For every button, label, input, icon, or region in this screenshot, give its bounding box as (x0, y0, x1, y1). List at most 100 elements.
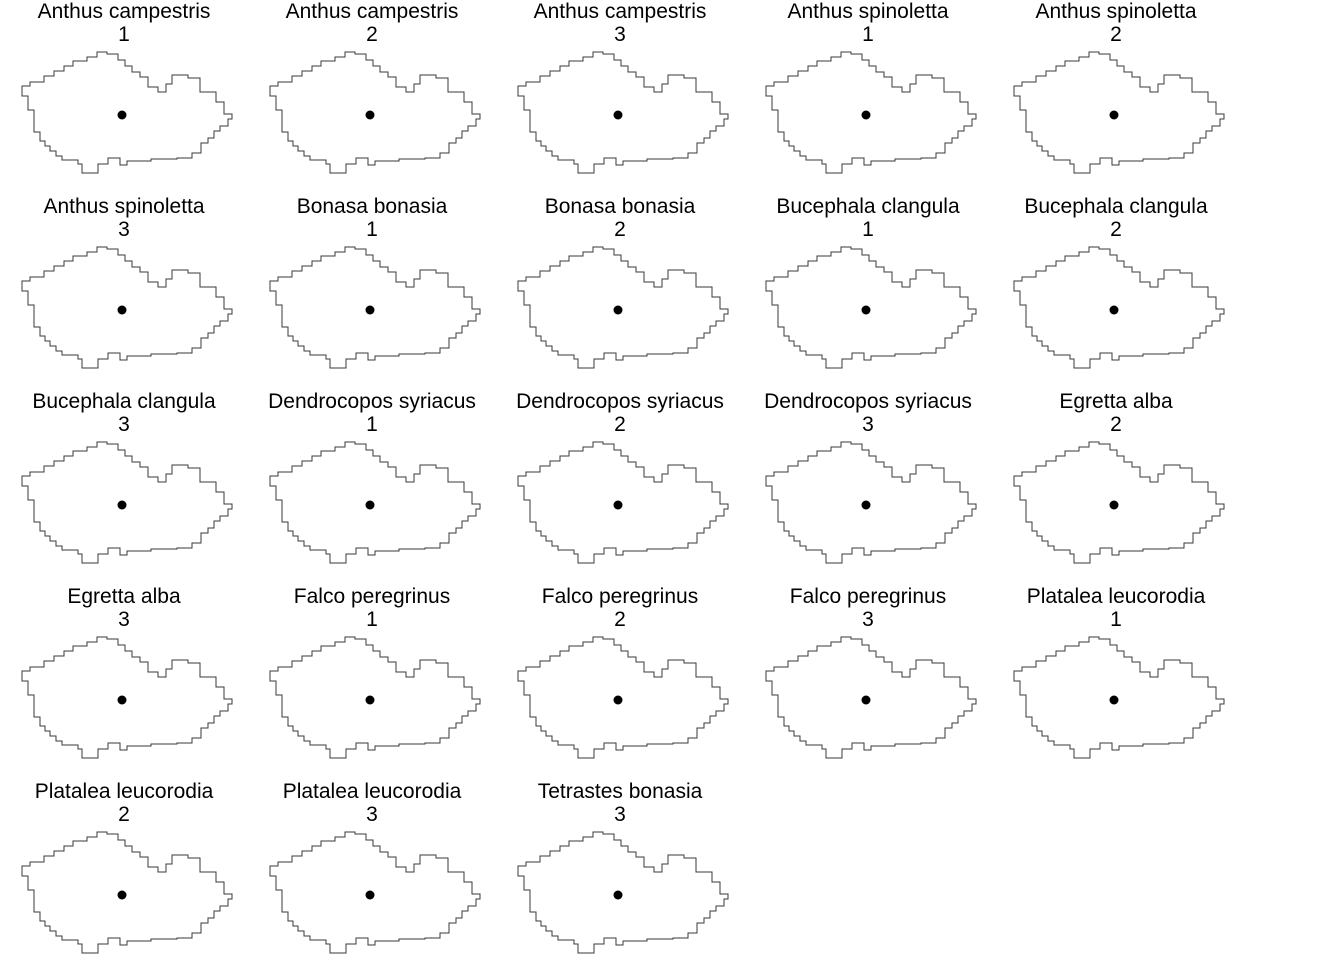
occurrence-point (1109, 110, 1119, 120)
period-label: 2 (1110, 23, 1122, 46)
occurrence-point (365, 695, 375, 705)
map-panel-6: Anthus spinoletta 3 (0, 195, 248, 390)
map-panel-7: Bonasa bonasia 1 (248, 195, 496, 390)
panel-title: Falco peregrinus 1 (248, 585, 496, 631)
map-panel-3: Anthus campestris 3 (496, 0, 744, 195)
period-label: 1 (118, 23, 130, 46)
panel-title: Falco peregrinus 2 (496, 585, 744, 631)
panel-title: Bucephala clangula 2 (992, 195, 1240, 241)
map-canvas (517, 831, 729, 954)
map-panel-16: Egretta alba 3 (0, 585, 248, 780)
species-name: Dendrocopos syriacus (268, 390, 476, 413)
panel-title: Anthus campestris 2 (248, 0, 496, 46)
species-name: Falco peregrinus (789, 585, 947, 608)
map-panel-17: Falco peregrinus 1 (248, 585, 496, 780)
species-name: Falco peregrinus (541, 585, 699, 608)
map-panel-5: Anthus spinoletta 2 (992, 0, 1240, 195)
occurrence-point (365, 110, 375, 120)
map-panel-19: Falco peregrinus 3 (744, 585, 992, 780)
panel-title: Falco peregrinus 3 (744, 585, 992, 631)
species-name: Anthus spinoletta (1035, 0, 1197, 23)
country-outline (765, 246, 977, 369)
period-label: 1 (366, 218, 378, 241)
panel-title: Anthus spinoletta 3 (0, 195, 248, 241)
map-canvas (21, 831, 233, 954)
country-outline (21, 636, 233, 759)
country-outline (1013, 636, 1225, 759)
occurrence-point (861, 500, 871, 510)
occurrence-point (117, 305, 127, 315)
species-name: Bucephala clangula (776, 195, 960, 218)
occurrence-point (613, 890, 623, 900)
map-panel-11: Bucephala clangula 3 (0, 390, 248, 585)
species-name: Bonasa bonasia (544, 195, 696, 218)
occurrence-point (613, 500, 623, 510)
period-label: 3 (118, 608, 130, 631)
country-outline (765, 51, 977, 174)
species-name: Bucephala clangula (32, 390, 216, 413)
occurrence-point (613, 695, 623, 705)
panel-title: Bucephala clangula 3 (0, 390, 248, 436)
map-panel-13: Dendrocopos syriacus 2 (496, 390, 744, 585)
period-label: 3 (862, 608, 874, 631)
map-canvas (1013, 246, 1225, 369)
map-panel-14: Dendrocopos syriacus 3 (744, 390, 992, 585)
country-outline (269, 246, 481, 369)
map-canvas (269, 831, 481, 954)
map-canvas (21, 636, 233, 759)
species-name: Egretta alba (67, 585, 181, 608)
panel-title: Anthus spinoletta 2 (992, 0, 1240, 46)
map-canvas (517, 441, 729, 564)
occurrence-point (117, 110, 127, 120)
country-outline (1013, 246, 1225, 369)
map-panel-9: Bucephala clangula 1 (744, 195, 992, 390)
period-label: 3 (118, 413, 130, 436)
period-label: 2 (614, 413, 626, 436)
occurrence-point (613, 110, 623, 120)
country-outline (517, 51, 729, 174)
country-outline (269, 441, 481, 564)
period-label: 1 (862, 23, 874, 46)
map-canvas (21, 51, 233, 174)
occurrence-point (117, 890, 127, 900)
occurrence-point (861, 695, 871, 705)
occurrence-point (1109, 695, 1119, 705)
occurrence-point (117, 695, 127, 705)
species-name: Falco peregrinus (293, 585, 451, 608)
panel-title: Dendrocopos syriacus 2 (496, 390, 744, 436)
country-outline (1013, 51, 1225, 174)
panel-title: Egretta alba 2 (992, 390, 1240, 436)
occurrence-point (365, 890, 375, 900)
occurrence-point (1109, 305, 1119, 315)
period-label: 3 (118, 218, 130, 241)
species-name: Anthus campestris (533, 0, 707, 23)
species-name: Anthus campestris (285, 0, 459, 23)
panel-title: Anthus campestris 1 (0, 0, 248, 46)
panel-title: Platalea leucorodia 1 (992, 585, 1240, 631)
country-outline (21, 441, 233, 564)
period-label: 2 (366, 23, 378, 46)
country-outline (21, 51, 233, 174)
map-canvas (765, 51, 977, 174)
period-label: 3 (614, 803, 626, 826)
species-name: Anthus spinoletta (787, 0, 949, 23)
occurrence-point (365, 305, 375, 315)
country-outline (517, 441, 729, 564)
occurrence-point (1109, 500, 1119, 510)
panel-title: Bonasa bonasia 1 (248, 195, 496, 241)
map-canvas (765, 636, 977, 759)
species-name: Bonasa bonasia (296, 195, 448, 218)
country-outline (517, 636, 729, 759)
panel-title: Egretta alba 3 (0, 585, 248, 631)
map-canvas (21, 246, 233, 369)
map-panel-4: Anthus spinoletta 1 (744, 0, 992, 195)
map-panel-1: Anthus campestris 1 (0, 0, 248, 195)
species-name: Tetrastes bonasia (537, 780, 703, 803)
period-label: 3 (862, 413, 874, 436)
country-outline (765, 636, 977, 759)
country-outline (21, 831, 233, 954)
period-label: 2 (1110, 218, 1122, 241)
panel-title: Tetrastes bonasia 3 (496, 780, 744, 826)
species-name: Platalea leucorodia (34, 780, 214, 803)
